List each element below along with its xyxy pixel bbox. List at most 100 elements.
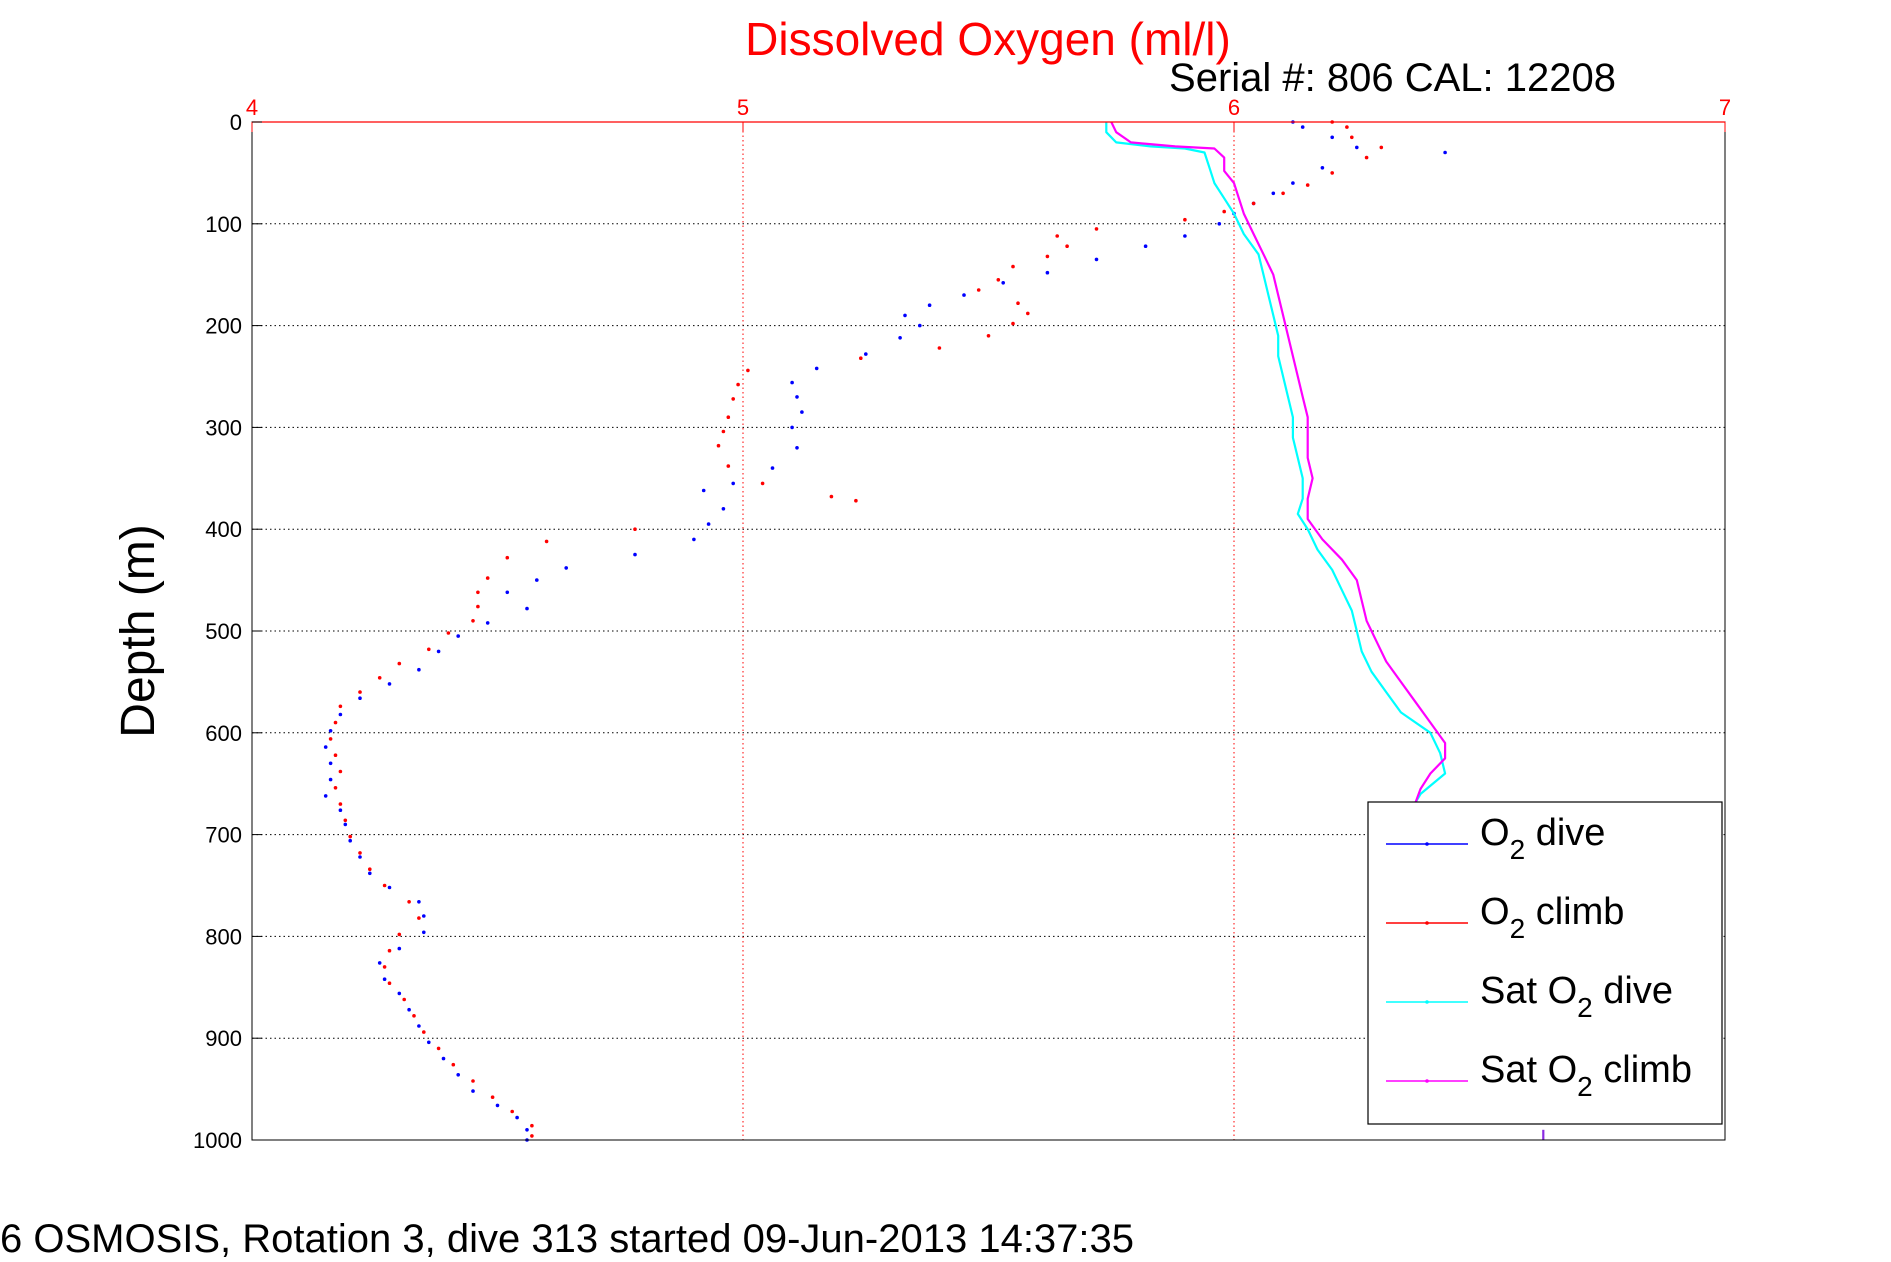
data-point <box>417 667 421 672</box>
data-point <box>1011 264 1015 269</box>
x-tick-label: 5 <box>737 95 749 120</box>
data-point <box>333 720 338 725</box>
footer-caption: 6 OSMOSIS, Rotation 3, dive 313 started … <box>0 1217 1134 1261</box>
data-point <box>706 522 711 526</box>
data-point <box>633 527 637 531</box>
data-point <box>525 1128 529 1132</box>
data-point <box>338 802 343 806</box>
data-point <box>505 590 510 595</box>
data-point <box>1183 234 1187 238</box>
data-point <box>726 415 731 420</box>
data-point <box>898 336 902 340</box>
data-point <box>451 1062 456 1067</box>
legend-entry: O2 climb <box>1386 891 1624 944</box>
data-point <box>338 704 343 709</box>
data-point <box>358 696 362 700</box>
data-point <box>790 425 794 430</box>
data-point <box>377 961 382 965</box>
legend-label: Sat O2 dive <box>1480 970 1673 1023</box>
data-point <box>476 604 480 609</box>
legend-entry: Sat O2 dive <box>1386 970 1673 1023</box>
x-tick-label: 7 <box>1719 95 1731 120</box>
axis-ticks: 4 5 6 7 0 100 200 300 400 500 600 700 800 900 1000 <box>193 95 1731 1153</box>
data-point <box>633 552 637 557</box>
legend-entry: Sat O2 climb <box>1386 1049 1692 1102</box>
data-point <box>1045 254 1050 259</box>
legend-label: O2 dive <box>1480 812 1605 865</box>
data-point <box>382 965 387 969</box>
data-point <box>407 1007 411 1012</box>
data-point <box>377 676 382 680</box>
legend-marker <box>1425 842 1429 846</box>
data-point <box>510 1109 514 1114</box>
data-point <box>1065 244 1069 248</box>
data-point <box>731 481 735 486</box>
data-point <box>485 621 490 625</box>
data-point <box>701 488 706 493</box>
data-point <box>505 555 510 560</box>
data-point <box>446 631 451 635</box>
data-point <box>412 1014 416 1018</box>
data-point <box>402 997 407 1002</box>
data-point <box>721 429 726 434</box>
series-o2-dive <box>323 120 1447 1142</box>
data-point <box>397 946 402 951</box>
series-line <box>1105 122 1447 803</box>
data-point <box>1330 171 1334 175</box>
y-tick-label: 0 <box>230 110 242 135</box>
data-point <box>338 808 343 812</box>
data-point <box>1345 125 1349 129</box>
data-point <box>348 838 353 843</box>
data-point <box>348 834 353 839</box>
data-point <box>996 278 1001 282</box>
data-point <box>417 900 421 904</box>
y-tick-label: 300 <box>205 415 242 440</box>
data-point <box>1320 166 1325 170</box>
y-tick-label: 200 <box>205 314 242 339</box>
data-point <box>731 397 735 401</box>
data-point <box>1045 270 1050 275</box>
data-point <box>338 769 343 774</box>
data-point <box>323 745 328 749</box>
data-point <box>716 443 721 448</box>
series-sat-o2-climb <box>1110 121 1447 803</box>
data-point <box>544 539 549 544</box>
data-point <box>1443 150 1447 155</box>
series-o2-climb <box>328 120 1384 1138</box>
data-point <box>1300 125 1305 129</box>
data-point <box>1251 201 1256 206</box>
data-point <box>515 1115 519 1120</box>
y-tick-label: 600 <box>205 721 242 746</box>
y-axis-label: Depth (m) <box>112 524 165 737</box>
data-point <box>417 1024 421 1028</box>
data-point <box>1330 135 1334 140</box>
data-point <box>1094 257 1099 262</box>
data-point <box>436 649 441 654</box>
data-point <box>328 737 333 741</box>
data-point <box>1222 209 1226 214</box>
data-point <box>407 900 411 904</box>
legend-marker <box>1425 1079 1429 1083</box>
y-tick-label: 800 <box>205 924 242 949</box>
data-point <box>1271 191 1276 196</box>
data-point <box>333 753 338 757</box>
data-point <box>328 729 333 733</box>
y-tick-label: 400 <box>205 517 242 542</box>
legend-marker <box>1425 921 1429 925</box>
data-point <box>368 871 372 876</box>
data-point <box>800 410 804 414</box>
data-point <box>535 578 539 582</box>
data-point <box>859 356 863 361</box>
y-tick-label: 100 <box>205 212 242 237</box>
legend-label: O2 climb <box>1480 891 1624 944</box>
data-point <box>1026 311 1030 316</box>
data-point <box>422 930 426 935</box>
data-point <box>1364 155 1369 160</box>
data-point <box>427 1040 431 1045</box>
data-point <box>471 1089 475 1093</box>
data-point <box>1183 217 1187 222</box>
data-point <box>829 494 834 499</box>
legend-items: O2 dive O2 climb Sat O2 dive Sat O2 climb <box>1386 812 1692 1102</box>
data-point <box>343 822 348 827</box>
series-sat-o2-dive <box>1105 122 1447 803</box>
